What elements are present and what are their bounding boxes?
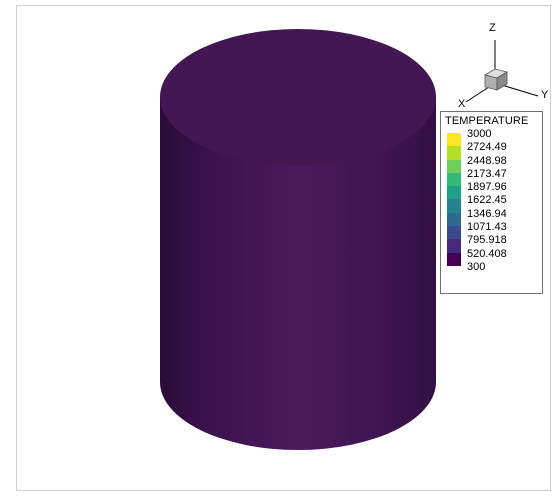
legend-swatch	[447, 252, 461, 266]
legend-swatch	[447, 172, 461, 187]
z-axis-label: Z	[489, 22, 496, 34]
legend-swatch	[447, 133, 461, 147]
legend-levels: 3000 2724.49 2448.98 2173.47 1897.96 1622.45 1…	[467, 128, 507, 274]
temperature-legend: TEMPERATURE 3000 2724.49 2448.98 2173.47 189…	[440, 111, 543, 294]
legend-swatch	[447, 212, 461, 227]
legend-level-label: 2724.49	[467, 141, 507, 154]
cylinder-top	[160, 29, 436, 165]
legend-swatch	[447, 239, 461, 253]
legend-level-label: 2173.47	[467, 167, 507, 180]
legend-level-label: 300	[467, 260, 486, 273]
legend-level-label: 1346.94	[467, 207, 507, 220]
x-axis-label: X	[458, 98, 466, 110]
y-axis-label: Y	[541, 89, 549, 101]
legend-level-label: 1897.96	[467, 181, 507, 194]
legend-colorbar	[447, 133, 461, 266]
legend-level-label: 1071.43	[467, 221, 507, 234]
legend-swatch	[447, 159, 461, 173]
legend-level-label: 1622.45	[467, 194, 507, 207]
legend-level-label: 2448.98	[467, 154, 507, 167]
cylinder-side	[160, 97, 436, 450]
legend-swatch	[447, 186, 461, 200]
orientation-cube-icon	[483, 68, 509, 91]
legend-title: TEMPERATURE	[445, 115, 529, 127]
legend-swatch	[447, 146, 461, 160]
legend-level-label: 3000	[467, 128, 492, 140]
legend-swatch	[447, 199, 461, 213]
legend-level-label: 520.408	[467, 247, 507, 260]
legend-swatch	[447, 226, 461, 240]
legend-level-label: 795.918	[467, 234, 507, 247]
